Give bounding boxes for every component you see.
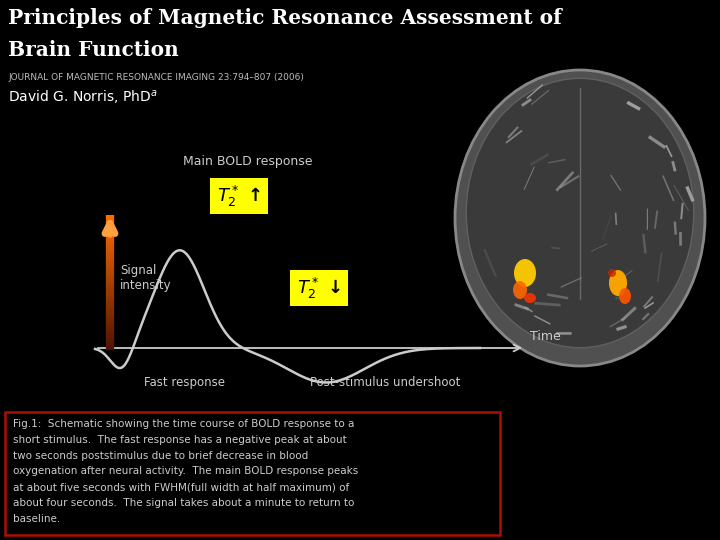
Text: Main BOLD response: Main BOLD response — [184, 155, 312, 168]
Text: at about five seconds with FWHM(full width at half maximum) of: at about five seconds with FWHM(full wid… — [13, 482, 349, 492]
Text: $T_2^*$ ↓: $T_2^*$ ↓ — [297, 275, 341, 301]
Ellipse shape — [609, 270, 627, 296]
Ellipse shape — [513, 281, 527, 299]
Text: short stimulus.  The fast response has a negative peak at about: short stimulus. The fast response has a … — [13, 435, 347, 445]
Text: David G. Norris, PhD$^{a}$: David G. Norris, PhD$^{a}$ — [8, 88, 158, 106]
Text: JOURNAL OF MAGNETIC RESONANCE IMAGING 23:794–807 (2006): JOURNAL OF MAGNETIC RESONANCE IMAGING 23… — [8, 73, 304, 82]
Text: Fig.1:  Schematic showing the time course of BOLD response to a: Fig.1: Schematic showing the time course… — [13, 419, 354, 429]
Text: Principles of Magnetic Resonance Assessment of: Principles of Magnetic Resonance Assessm… — [8, 8, 562, 28]
Ellipse shape — [619, 288, 631, 304]
Text: two seconds poststimulus due to brief decrease in blood: two seconds poststimulus due to brief de… — [13, 450, 308, 461]
Text: Fast response: Fast response — [145, 376, 225, 389]
Text: baseline.: baseline. — [13, 514, 60, 524]
Bar — [290, 270, 348, 306]
Ellipse shape — [608, 269, 616, 277]
Text: Brain Function: Brain Function — [8, 40, 179, 60]
Text: Post-stimulus undershoot: Post-stimulus undershoot — [310, 376, 460, 389]
Ellipse shape — [467, 78, 694, 348]
Text: oxygenation after neural activity.  The main BOLD response peaks: oxygenation after neural activity. The m… — [13, 467, 359, 476]
Bar — [5, 412, 500, 535]
Bar — [210, 178, 268, 214]
Text: Time: Time — [530, 329, 561, 342]
Text: $T_2^*$ ↑: $T_2^*$ ↑ — [217, 184, 261, 208]
Text: about four seconds.  The signal takes about a minute to return to: about four seconds. The signal takes abo… — [13, 498, 354, 508]
Ellipse shape — [514, 259, 536, 287]
Ellipse shape — [524, 293, 536, 303]
Ellipse shape — [455, 70, 705, 366]
Text: Signal
intensity: Signal intensity — [120, 264, 171, 292]
